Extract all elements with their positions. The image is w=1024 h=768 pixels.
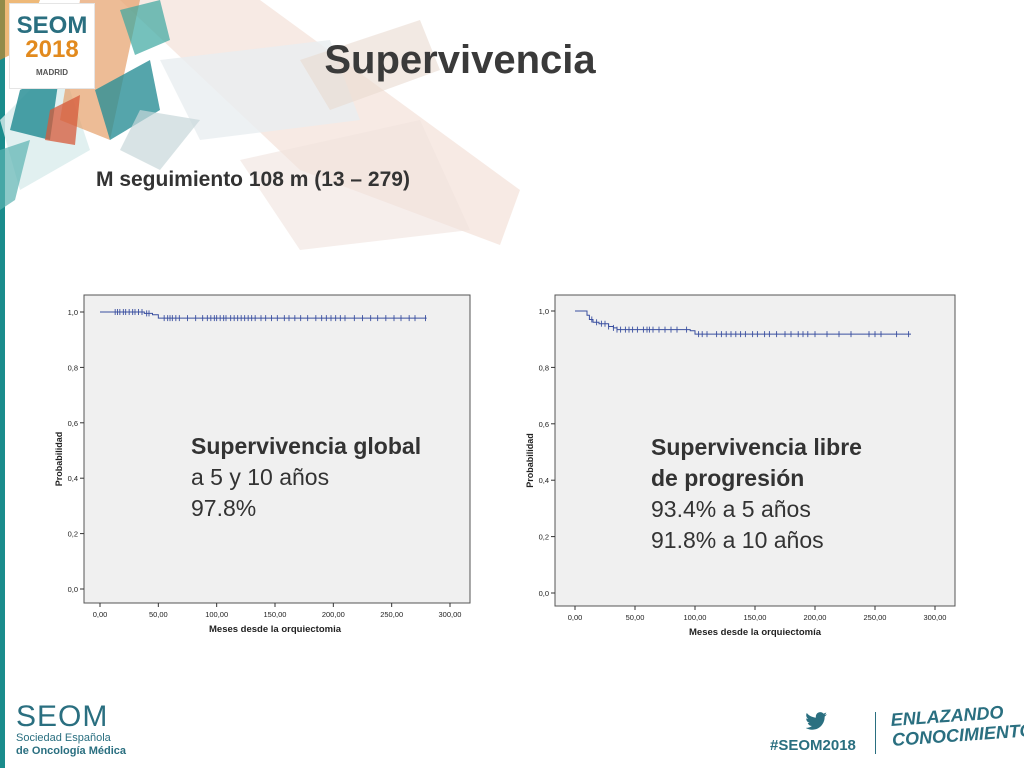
x-tick-label: 250,00 <box>864 613 887 622</box>
plot-area <box>554 294 956 607</box>
plot-area <box>83 294 471 604</box>
pfs-annotation: Supervivencia libre de progresión 93.4% … <box>651 432 862 556</box>
y-tick-label: 1,0 <box>68 308 78 317</box>
annotation-line-1: 93.4% a 5 años <box>651 496 811 522</box>
y-tick-label: 0,6 <box>68 419 78 428</box>
annotation-heading-line-2: de progresión <box>651 465 805 491</box>
y-tick-label: 0,0 <box>68 585 78 594</box>
footer-org-line-1: Sociedad Española <box>16 732 111 744</box>
x-tick-label: 0,00 <box>568 613 583 622</box>
overall-survival-chart: 0,0 0,2 0,4 0,6 0,8 1,0 0,00 50,00 100,00 150,00 2… <box>34 293 474 643</box>
twitter-bird-icon <box>806 712 827 730</box>
x-tick-label: 50,00 <box>626 613 645 622</box>
y-tick-label: 0,2 <box>539 533 549 542</box>
annotation-line-2: 97.8% <box>191 495 257 521</box>
annotation-heading: Supervivencia global <box>191 433 422 459</box>
follow-up-subtitle: M seguimiento 108 m (13 – 279) <box>96 168 410 191</box>
y-tick-label: 1,0 <box>539 307 549 316</box>
y-tick-label: 0,6 <box>539 420 549 429</box>
x-tick-label: 150,00 <box>744 613 767 622</box>
decorative-banner <box>0 0 520 250</box>
event-hashtag: #SEOM2018 <box>770 737 856 754</box>
footer-org-name: SEOM <box>16 700 109 733</box>
x-tick-label: 250,00 <box>380 610 403 619</box>
y-tick-label: 0,8 <box>68 363 78 372</box>
seom-footer-logo: SEOM Sociedad Española de Oncología Médi… <box>16 702 126 758</box>
progression-free-survival-chart: 0,0 0,2 0,4 0,6 0,8 1,0 0,00 50,00 100,00 150,00 2… <box>515 293 960 650</box>
page-title: Supervivencia <box>324 38 596 82</box>
annotation-line-1: a 5 y 10 años <box>191 464 330 490</box>
x-tick-label: 100,00 <box>684 613 707 622</box>
logo-city: MADRID <box>36 68 68 77</box>
survival-curve <box>100 311 427 319</box>
y-axis-label: Probabilidad <box>525 433 535 488</box>
left-accent-bar <box>0 0 5 768</box>
annotation-line-2: 91.8% a 10 años <box>651 527 824 553</box>
annotation-heading-line-1: Supervivencia libre <box>651 434 862 460</box>
y-tick-label: 0,0 <box>539 589 549 598</box>
x-tick-label: 300,00 <box>439 610 462 619</box>
y-tick-label: 0,4 <box>68 474 78 483</box>
footer-org-line-2: de Oncología Médica <box>16 745 127 757</box>
progression-free-survival-plot: 0,0 0,2 0,4 0,6 0,8 1,0 0,00 50,00 100,00 150,00 2… <box>525 294 956 638</box>
y-tick-label: 0,8 <box>539 363 549 372</box>
x-tick-label: 200,00 <box>804 613 827 622</box>
footer-divider <box>875 712 876 754</box>
overall-survival-plot: 0,0 0,2 0,4 0,6 0,8 1,0 0,00 50,00 100,00 150,00 2… <box>54 294 471 635</box>
x-tick-label: 100,00 <box>205 610 228 619</box>
seom2018-logo: SEOM 2018 MADRID <box>10 4 94 88</box>
logo-year: 2018 <box>25 36 79 63</box>
x-tick-label: 0,00 <box>93 610 108 619</box>
x-tick-label: 150,00 <box>264 610 287 619</box>
x-tick-label: 200,00 <box>322 610 345 619</box>
x-axis-label: Meses desde la orquiectomia <box>209 624 342 635</box>
event-slogan: ENLAZANDO CONOCIMIENTO <box>890 700 1024 750</box>
overall-survival-annotation: Supervivencia global a 5 y 10 años 97.8% <box>191 431 421 524</box>
logo-word: SEOM <box>16 12 88 39</box>
y-tick-label: 0,4 <box>539 476 549 485</box>
x-tick-label: 300,00 <box>924 613 947 622</box>
y-tick-label: 0,2 <box>68 530 78 539</box>
y-axis-label: Probabilidad <box>54 432 64 487</box>
x-axis-label: Meses desde la orquiectomía <box>689 627 822 638</box>
x-tick-label: 50,00 <box>149 610 168 619</box>
